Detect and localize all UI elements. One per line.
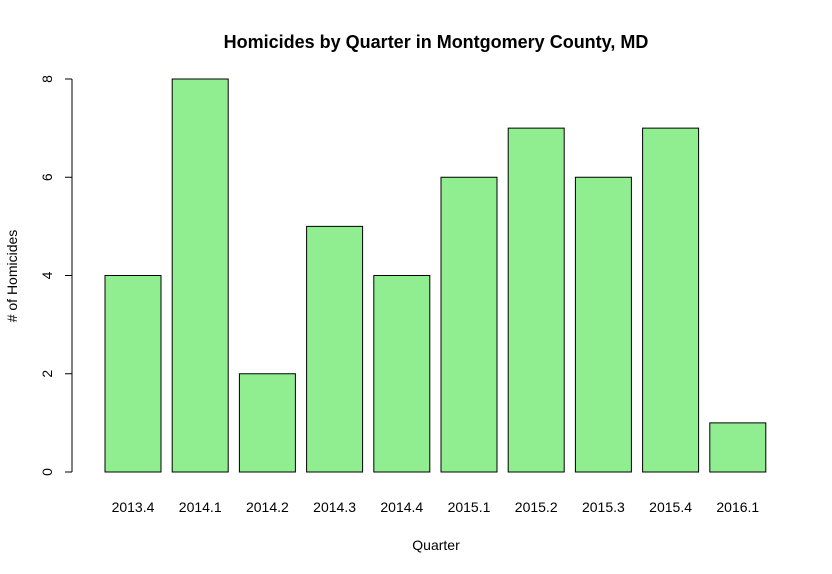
x-axis-labels: 2013.4 2014.1 2014.2 2014.3 2014.4 2015.1 2015…	[112, 499, 760, 515]
y-axis-title: # of Homicides	[4, 230, 20, 323]
x-axis-title: Quarter	[412, 537, 460, 553]
x-tick-label: 2015.4	[649, 499, 692, 515]
y-tick-label: 8	[39, 75, 55, 83]
bar-2014.2	[238, 373, 296, 473]
bar-2015.1	[440, 176, 498, 473]
x-tick-label: 2015.3	[582, 499, 625, 515]
bar-2013.4	[104, 275, 162, 473]
y-axis: 0 2 4 6 8	[39, 75, 73, 476]
bar-2015.2	[507, 127, 565, 473]
y-tick-label: 2	[39, 370, 55, 378]
bar-2015.4	[642, 127, 700, 473]
bar-2016.1	[709, 422, 767, 473]
bar-2015.3	[574, 176, 632, 473]
x-tick-label: 2014.1	[179, 499, 222, 515]
x-tick-label: 2014.2	[246, 499, 289, 515]
bar-2014.3	[306, 225, 364, 473]
y-tick-label: 6	[39, 173, 55, 181]
bar-2014.4	[373, 275, 431, 473]
bar-2014.1	[171, 78, 229, 473]
chart-title: Homicides by Quarter in Montgomery Count…	[224, 32, 649, 52]
x-tick-label: 2016.1	[716, 499, 759, 515]
x-tick-label: 2014.4	[380, 499, 423, 515]
x-tick-label: 2013.4	[112, 499, 155, 515]
x-tick-label: 2014.3	[313, 499, 356, 515]
y-tick-label: 0	[39, 468, 55, 476]
x-tick-label: 2015.2	[515, 499, 558, 515]
x-tick-label: 2015.1	[448, 499, 491, 515]
y-tick-label: 4	[39, 271, 55, 279]
bars	[104, 78, 767, 473]
